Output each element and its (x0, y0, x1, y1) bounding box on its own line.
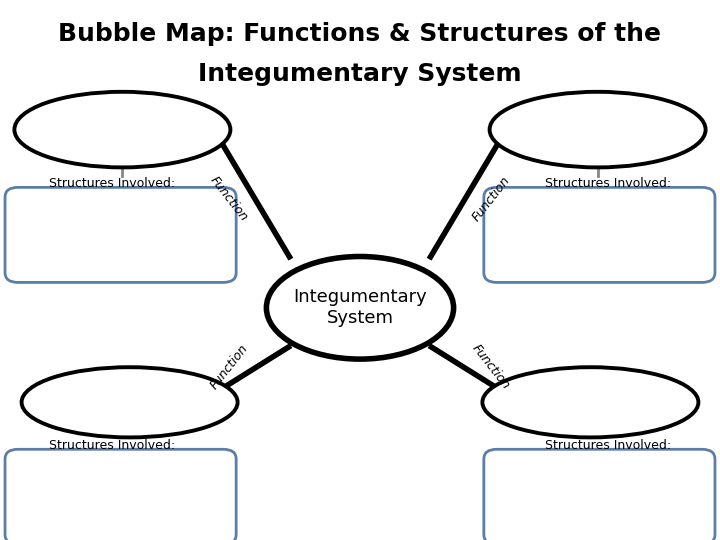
Text: Function: Function (207, 342, 251, 392)
Text: Structures Involved:: Structures Involved: (48, 177, 175, 190)
FancyBboxPatch shape (484, 187, 715, 282)
Ellipse shape (490, 92, 706, 167)
Text: Integumentary
System: Integumentary System (293, 288, 427, 327)
Text: Integumentary System: Integumentary System (198, 62, 522, 86)
Ellipse shape (266, 256, 454, 359)
Text: Function: Function (469, 342, 513, 392)
FancyBboxPatch shape (5, 187, 236, 282)
Ellipse shape (22, 367, 238, 437)
Ellipse shape (482, 367, 698, 437)
FancyBboxPatch shape (5, 449, 236, 540)
Text: Structures Involved:: Structures Involved: (48, 439, 175, 452)
Text: Bubble Map: Functions & Structures of the: Bubble Map: Functions & Structures of th… (58, 22, 662, 45)
Text: Structures Involved:: Structures Involved: (545, 177, 672, 190)
Text: Structures Involved:: Structures Involved: (545, 439, 672, 452)
Ellipse shape (14, 92, 230, 167)
Text: Function: Function (207, 174, 251, 224)
FancyBboxPatch shape (484, 449, 715, 540)
Text: Function: Function (469, 174, 513, 224)
